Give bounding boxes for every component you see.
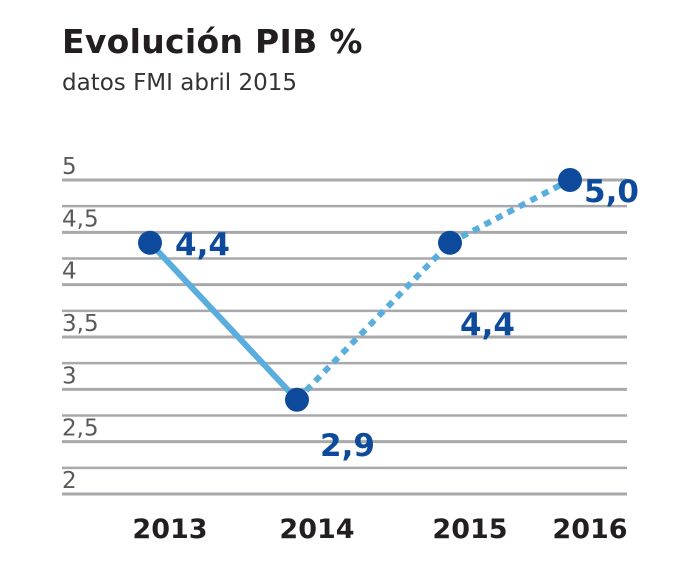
x-tick-label: 2015 <box>432 514 507 545</box>
data-label: 2,9 <box>320 428 375 464</box>
data-label: 4,4 <box>175 227 230 263</box>
series-line-actual <box>147 240 300 402</box>
x-tick-label: 2014 <box>279 514 354 545</box>
series-line-forecast <box>294 240 453 402</box>
data-point <box>438 230 462 255</box>
x-tick-label: 2013 <box>132 514 207 545</box>
y-tick-label: 3 <box>62 363 77 389</box>
chart-subtitle: datos FMI abril 2015 <box>62 70 298 96</box>
y-tick-label: 5 <box>62 154 77 180</box>
y-tick-label: 4 <box>62 259 77 285</box>
series-line-forecast <box>448 177 572 246</box>
data-label: 4,4 <box>460 307 515 343</box>
x-tick-label: 2016 <box>552 514 627 545</box>
y-tick-label: 3,5 <box>62 311 99 337</box>
y-tick-label: 2,5 <box>62 416 99 442</box>
chart-title: Evolución PIB % <box>62 22 363 61</box>
data-point <box>285 387 309 412</box>
data-point <box>558 168 582 192</box>
y-tick-label: 2 <box>62 468 77 494</box>
y-tick-label: 4,5 <box>62 206 99 232</box>
data-point <box>138 230 162 255</box>
data-label: 5,0 <box>584 174 639 210</box>
